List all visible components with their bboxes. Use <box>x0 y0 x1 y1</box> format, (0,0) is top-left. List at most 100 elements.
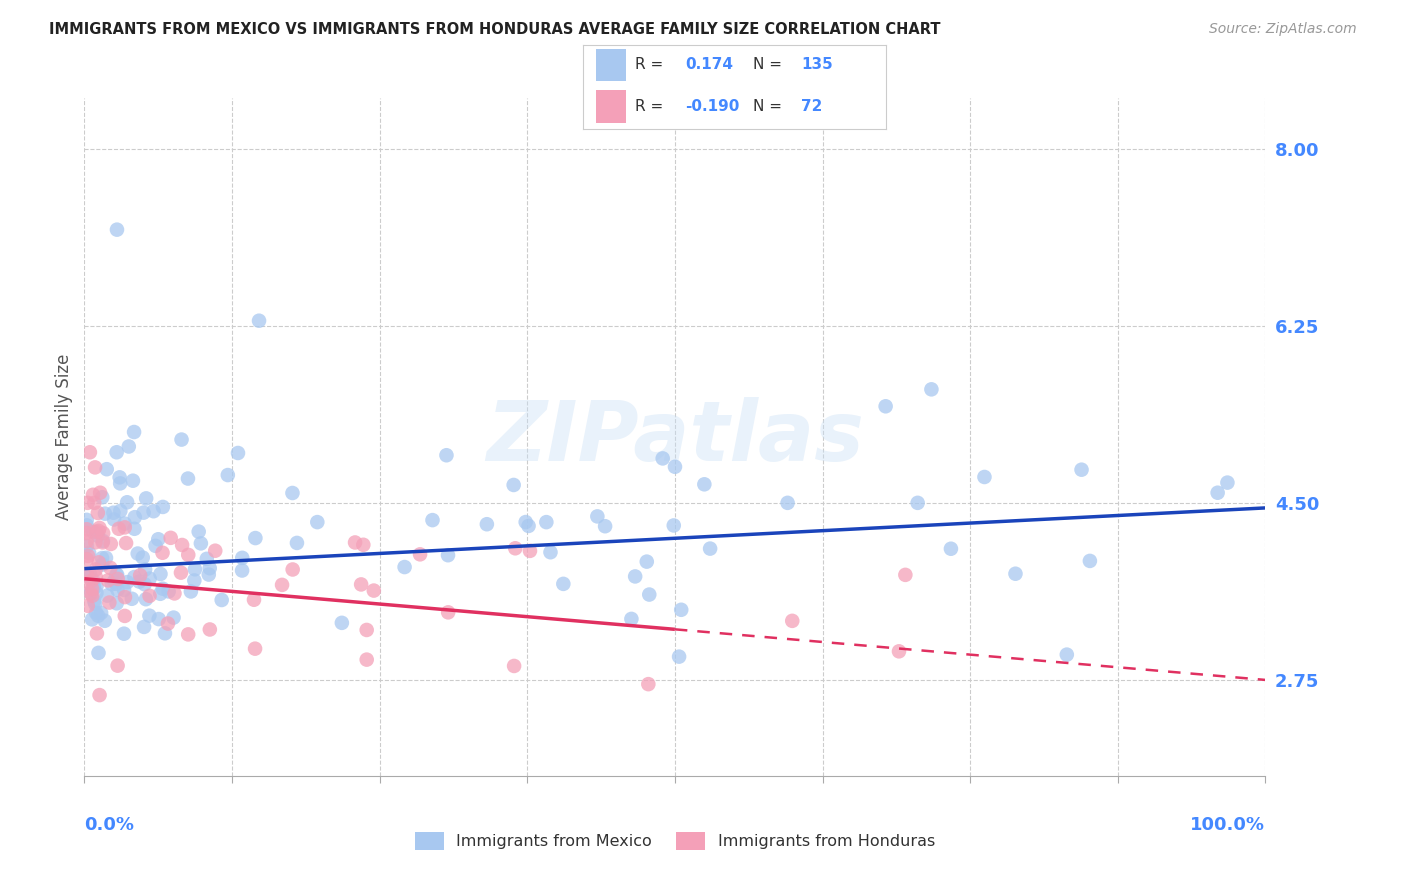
Point <box>409 547 432 561</box>
Point <box>84 570 107 584</box>
Point <box>86 579 108 593</box>
Point <box>159 531 181 545</box>
Point <box>195 551 218 566</box>
Point <box>115 575 138 590</box>
Point <box>127 547 149 561</box>
Text: ZIPatlas: ZIPatlas <box>486 397 863 477</box>
Point <box>281 562 304 576</box>
Point <box>503 659 526 673</box>
Point <box>197 567 219 582</box>
Point <box>231 564 253 578</box>
Point <box>87 524 110 538</box>
Point <box>536 515 558 529</box>
Point <box>98 596 121 610</box>
Point <box>76 522 98 536</box>
Point <box>134 577 156 591</box>
Point <box>662 518 685 533</box>
Point <box>503 541 526 556</box>
Point <box>177 627 200 641</box>
Point <box>184 562 207 576</box>
Point <box>105 576 128 591</box>
Point <box>350 577 373 591</box>
Point <box>1070 463 1092 477</box>
Point <box>91 526 114 541</box>
Point <box>76 518 98 533</box>
Point <box>135 491 157 506</box>
Point <box>100 577 122 591</box>
Point <box>211 593 233 607</box>
Point <box>76 568 98 582</box>
Point <box>149 587 172 601</box>
Text: Source: ZipAtlas.com: Source: ZipAtlas.com <box>1209 22 1357 37</box>
Point <box>638 588 661 602</box>
Point <box>114 516 136 531</box>
Point <box>636 555 658 569</box>
Point <box>122 474 145 488</box>
Point <box>190 536 212 550</box>
Point <box>89 688 111 702</box>
Point <box>231 550 253 565</box>
Point <box>103 574 125 589</box>
Point <box>134 562 156 576</box>
Text: 135: 135 <box>801 57 832 72</box>
Point <box>83 496 105 510</box>
Text: -0.190: -0.190 <box>685 99 740 114</box>
Point <box>356 623 378 637</box>
Point <box>187 524 209 539</box>
Point <box>82 582 104 596</box>
Point <box>100 561 122 575</box>
Point <box>87 506 110 520</box>
Point <box>243 641 266 656</box>
Point <box>183 574 205 588</box>
Point <box>502 478 524 492</box>
Point <box>82 589 104 603</box>
Point <box>920 382 942 396</box>
Point <box>593 519 616 533</box>
Point <box>87 608 110 623</box>
Point <box>84 606 107 620</box>
Point <box>97 574 120 588</box>
Point <box>363 583 385 598</box>
Point <box>163 586 186 600</box>
Point <box>156 616 179 631</box>
Point <box>89 521 111 535</box>
Point <box>145 539 167 553</box>
Point <box>422 513 444 527</box>
Point <box>217 468 239 483</box>
Point <box>135 592 157 607</box>
Point <box>180 584 202 599</box>
Point <box>124 570 146 584</box>
Point <box>80 574 103 588</box>
Point <box>437 605 460 619</box>
Point <box>76 534 98 549</box>
Point <box>108 470 131 484</box>
Point <box>352 538 374 552</box>
Point <box>110 504 132 518</box>
Point <box>76 526 98 541</box>
Point <box>204 543 226 558</box>
Point <box>76 539 98 553</box>
Point <box>330 615 353 630</box>
Point <box>103 506 125 520</box>
Point <box>86 528 108 542</box>
Point <box>108 476 131 491</box>
Point <box>90 606 112 620</box>
Point <box>76 513 98 527</box>
Point <box>77 546 100 560</box>
Point <box>637 677 659 691</box>
Point <box>148 533 170 547</box>
Point <box>475 517 498 532</box>
Point <box>247 314 270 328</box>
Point <box>1056 648 1078 662</box>
Text: 0.0%: 0.0% <box>84 816 135 834</box>
Point <box>285 536 308 550</box>
Point <box>281 486 304 500</box>
Text: 72: 72 <box>801 99 823 114</box>
Point <box>138 572 160 586</box>
Point <box>394 560 416 574</box>
Point <box>170 566 193 580</box>
Point <box>79 566 101 581</box>
Point <box>776 496 799 510</box>
Point <box>77 549 100 563</box>
Point <box>94 614 117 628</box>
